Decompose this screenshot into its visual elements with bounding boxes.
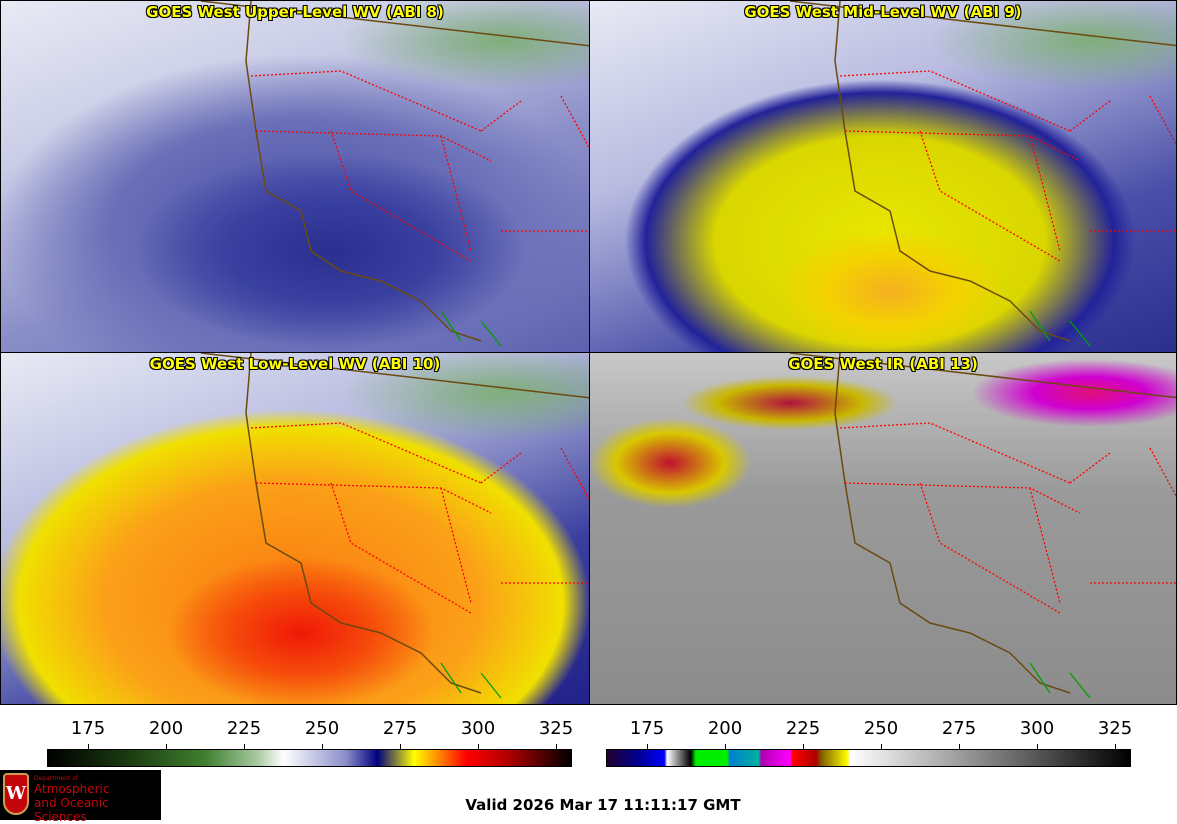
colorbar-tick: [400, 744, 401, 749]
colorbar-tick-label: 325: [538, 718, 574, 739]
panel-title: GOES West Upper-Level WV (ABI 8): [146, 3, 444, 21]
ir-colorbar: [606, 749, 1131, 767]
upper-level-wv-panel: GOES West Upper-Level WV (ABI 8): [0, 0, 590, 353]
colorbar-tick-label: 300: [1019, 718, 1055, 739]
map-overlay: [200, 353, 589, 699]
map-overlay: [789, 1, 1176, 347]
map-overlay: [200, 1, 589, 347]
colorbar-tick: [959, 744, 960, 749]
logo-line1: Department of: [34, 775, 78, 782]
colorbar-tick: [322, 744, 323, 749]
colorbar-tick-label: 225: [226, 718, 262, 739]
colorbar-tick-label: 325: [1097, 718, 1133, 739]
colorbar-tick: [725, 744, 726, 749]
logo-line2: Atmospheric: [34, 782, 110, 796]
colorbar-tick: [88, 744, 89, 749]
map-overlay: [789, 353, 1176, 699]
low-level-wv-panel: GOES West Low-Level WV (ABI 10): [0, 352, 590, 705]
panel-title: GOES West IR (ABI 13): [788, 355, 978, 373]
colorbar-tick-label: 200: [707, 718, 743, 739]
colorbar-tick-label: 175: [629, 718, 665, 739]
colorbar-tick-label: 300: [460, 718, 496, 739]
colorbar-tick: [1037, 744, 1038, 749]
colorbar-tick-label: 275: [382, 718, 418, 739]
colorbar-tick: [881, 744, 882, 749]
colorbar-tick: [1115, 744, 1116, 749]
colorbar-tick-label: 175: [70, 718, 106, 739]
colorbar-tick-label: 200: [148, 718, 184, 739]
colorbar-tick: [478, 744, 479, 749]
colorbar-tick-label: 275: [941, 718, 977, 739]
wv-colorbar: [47, 749, 572, 767]
colorbar-tick: [803, 744, 804, 749]
valid-time: Valid 2026 Mar 17 11:11:17 GMT: [465, 796, 741, 814]
ir-panel: GOES West IR (ABI 13): [589, 352, 1177, 705]
colorbar-tick: [244, 744, 245, 749]
uw-crest-icon: W: [3, 773, 29, 815]
colorbar-tick-label: 225: [785, 718, 821, 739]
colorbar-tick-label: 250: [304, 718, 340, 739]
colorbar-tick-label: 250: [863, 718, 899, 739]
colorbar-tick: [166, 744, 167, 749]
colorbar-tick: [556, 744, 557, 749]
colorbar-tick: [647, 744, 648, 749]
panel-title: GOES West Mid-Level WV (ABI 9): [744, 3, 1022, 21]
mid-level-wv-panel: GOES West Mid-Level WV (ABI 9): [589, 0, 1177, 353]
panel-title: GOES West Low-Level WV (ABI 10): [149, 355, 441, 373]
